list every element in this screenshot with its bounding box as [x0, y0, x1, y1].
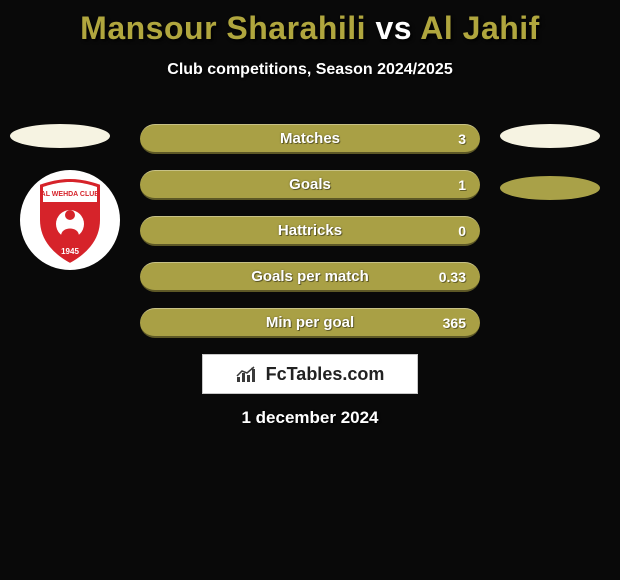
stat-bar: Hattricks 0 — [140, 216, 480, 246]
player1-name: Mansour Sharahili — [80, 10, 366, 46]
stat-bar: Goals per match 0.33 — [140, 262, 480, 292]
page-title: Mansour Sharahili vs Al Jahif — [0, 0, 620, 47]
bars-chart-icon — [236, 365, 260, 383]
stat-bar-value: 0 — [458, 223, 466, 239]
subtitle: Club competitions, Season 2024/2025 — [0, 61, 620, 79]
stat-bars: Matches 3 Goals 1 Hattricks 0 Goals per match 0… — [140, 124, 480, 354]
stat-bar-value: 1 — [458, 177, 466, 193]
stat-bar: Goals 1 — [140, 170, 480, 200]
badge-year-text: 1945 — [61, 247, 79, 256]
decor-ellipse-right-2 — [500, 176, 600, 200]
stat-bar-label: Min per goal — [266, 314, 354, 331]
stats-card: Mansour Sharahili vs Al Jahif Club compe… — [0, 0, 620, 580]
vs-text: vs — [375, 10, 412, 46]
shield-icon: AL WEHDA CLUB 1945 — [31, 174, 109, 266]
club-badge: AL WEHDA CLUB 1945 — [20, 170, 120, 270]
player2-name: Al Jahif — [420, 10, 540, 46]
stat-bar-label: Hattricks — [278, 222, 342, 239]
stat-bar-label: Matches — [280, 130, 340, 147]
stat-bar: Matches 3 — [140, 124, 480, 154]
stat-bar-value: 365 — [443, 315, 466, 331]
stat-bar: Min per goal 365 — [140, 308, 480, 338]
decor-ellipse-right-1 — [500, 124, 600, 148]
decor-ellipse-left — [10, 124, 110, 148]
stat-bar-value: 3 — [458, 131, 466, 147]
badge-top-text: AL WEHDA CLUB — [41, 191, 100, 198]
brand-text: FcTables.com — [266, 364, 385, 385]
date-text: 1 december 2024 — [0, 408, 620, 428]
brand-box: FcTables.com — [202, 354, 418, 394]
stat-bar-label: Goals per match — [251, 268, 369, 285]
stat-bar-value: 0.33 — [439, 269, 466, 285]
stat-bar-label: Goals — [289, 176, 331, 193]
